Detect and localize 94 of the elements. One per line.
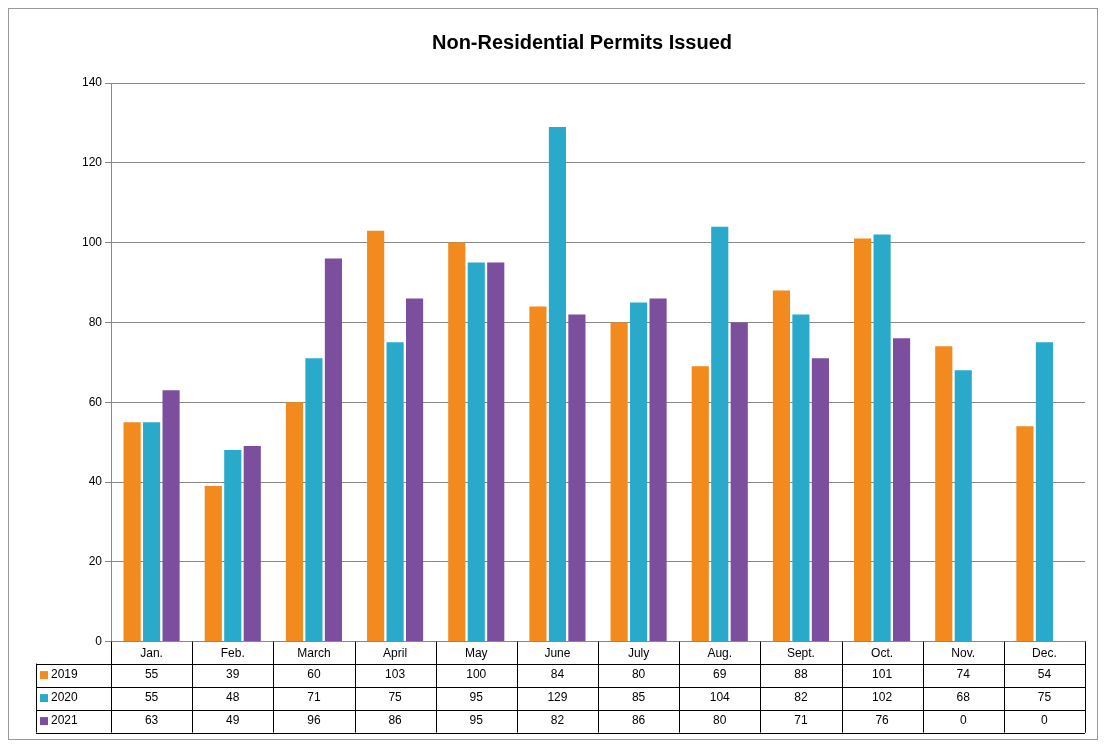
- y-tick-label: 40: [88, 474, 103, 489]
- bar: [854, 238, 872, 642]
- y-tick-label: 100: [81, 234, 103, 249]
- data-label: 80: [631, 667, 646, 682]
- bar: [568, 314, 586, 642]
- bar: [224, 450, 242, 642]
- data-label: 95: [469, 690, 484, 705]
- data-label: 71: [794, 713, 808, 728]
- data-label: 84: [550, 667, 565, 682]
- bar: [691, 366, 709, 642]
- bar: [730, 322, 748, 642]
- bar: [873, 234, 891, 642]
- legend-label: 2021: [51, 713, 79, 728]
- data-label: 0: [1041, 713, 1049, 728]
- data-label: 80: [713, 713, 727, 728]
- bar: [386, 342, 404, 642]
- bar: [162, 390, 180, 642]
- chart-title: Non-Residential Permits Issued: [431, 30, 733, 53]
- bar: [143, 422, 161, 642]
- data-label: 48: [226, 690, 240, 705]
- data-label: 102: [872, 690, 893, 705]
- data-label: 55: [144, 667, 159, 682]
- bar: [324, 258, 342, 642]
- bar: [1016, 426, 1034, 642]
- x-tick-label: March: [297, 646, 331, 661]
- x-tick-label: Oct.: [871, 646, 894, 661]
- data-label: 0: [959, 713, 967, 728]
- bar: [529, 306, 547, 642]
- data-label: 95: [469, 713, 484, 728]
- bar: [610, 322, 628, 642]
- data-label: 96: [307, 713, 321, 728]
- bar: [406, 298, 424, 642]
- bar: [467, 262, 485, 642]
- bar: [243, 446, 261, 642]
- x-tick-label: May: [464, 646, 488, 661]
- data-label: 104: [709, 690, 731, 705]
- data-label: 63: [144, 713, 159, 728]
- data-label: 60: [307, 667, 321, 682]
- bar: [305, 358, 323, 642]
- data-label: 68: [956, 690, 971, 705]
- x-tick-label: June: [544, 646, 571, 661]
- bar: [204, 485, 222, 642]
- bar: [772, 290, 791, 642]
- x-tick-label: July: [627, 646, 650, 661]
- data-label: 82: [794, 690, 808, 705]
- data-label: 55: [144, 690, 159, 705]
- bar: [893, 338, 911, 642]
- data-label: 86: [388, 713, 403, 728]
- data-label: 100: [466, 667, 487, 682]
- bar: [123, 422, 141, 642]
- data-label: 103: [385, 667, 406, 682]
- data-label: 75: [388, 690, 403, 705]
- bar: [649, 298, 667, 642]
- bar: [711, 226, 729, 642]
- y-tick-label: 140: [81, 75, 103, 90]
- data-label: 129: [547, 690, 568, 705]
- data-label: 71: [307, 690, 321, 705]
- data-label: 76: [875, 713, 890, 728]
- y-tick-label: 0: [95, 633, 103, 648]
- data-label: 82: [550, 713, 565, 728]
- bar: [367, 230, 385, 642]
- x-tick-label: Sept.: [786, 646, 815, 661]
- bar: [548, 126, 566, 642]
- legend-label: 2019: [51, 667, 79, 682]
- bar: [630, 302, 648, 642]
- bar: [811, 358, 829, 642]
- y-tick-label: 20: [88, 554, 103, 569]
- data-label: 54: [1037, 667, 1052, 682]
- data-label: 49: [226, 713, 240, 728]
- data-label: 39: [226, 667, 240, 682]
- y-tick-label: 80: [88, 314, 103, 329]
- x-tick-label: Feb.: [220, 646, 245, 661]
- y-tick-label: 60: [88, 394, 103, 409]
- data-label: 74: [956, 667, 971, 682]
- data-label: 101: [872, 667, 893, 682]
- legend-label: 2020: [51, 690, 79, 705]
- data-label: 69: [713, 667, 727, 682]
- x-tick-label: Jan.: [140, 646, 163, 661]
- bar: [954, 370, 972, 642]
- x-tick-label: Dec.: [1032, 646, 1057, 661]
- data-label: 86: [631, 713, 646, 728]
- data-label: 85: [631, 690, 646, 705]
- bar: [285, 402, 304, 642]
- bar: [1035, 342, 1053, 642]
- data-label: 75: [1037, 690, 1052, 705]
- y-tick-label: 120: [81, 155, 103, 170]
- x-tick-label: Nov.: [951, 646, 976, 661]
- x-tick-label: Aug.: [707, 646, 733, 661]
- bar: [448, 242, 466, 642]
- bar: [487, 262, 505, 642]
- bar: [792, 314, 810, 642]
- x-tick-label: April: [383, 646, 408, 661]
- bar: [935, 346, 953, 642]
- data-label: 88: [794, 667, 808, 682]
